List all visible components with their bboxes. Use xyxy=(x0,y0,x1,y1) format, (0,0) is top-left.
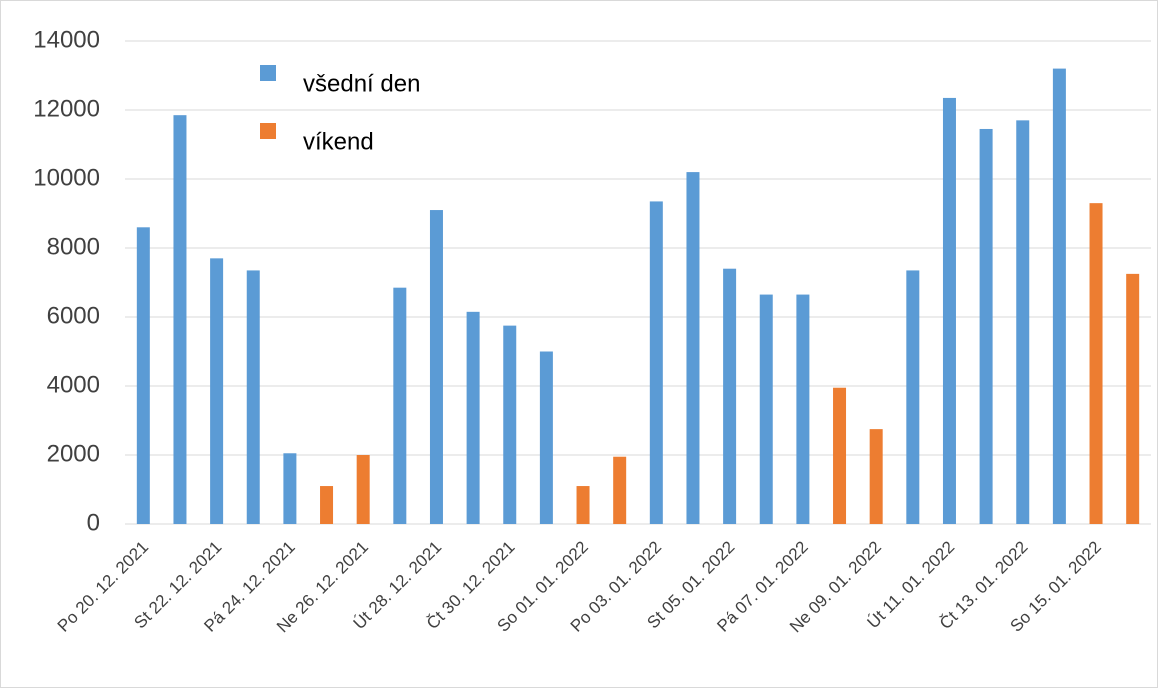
bar xyxy=(429,210,443,525)
y-tick-label: 10000 xyxy=(33,164,100,191)
bar xyxy=(686,172,700,524)
bar xyxy=(1126,273,1140,524)
y-tick-label: 8000 xyxy=(47,233,100,260)
bar xyxy=(759,294,773,524)
bar xyxy=(1016,120,1030,524)
bar xyxy=(173,115,187,525)
y-tick-label: 2000 xyxy=(47,440,100,467)
bar xyxy=(539,351,553,524)
bar xyxy=(283,453,297,524)
y-tick-label: 0 xyxy=(87,509,100,536)
bar xyxy=(723,268,737,524)
bar xyxy=(246,270,260,524)
bar xyxy=(136,227,150,525)
bar xyxy=(869,429,883,524)
bar xyxy=(356,455,370,524)
bar xyxy=(393,287,407,524)
legend-swatch xyxy=(260,65,276,81)
bar xyxy=(906,270,920,524)
y-tick-label: 6000 xyxy=(47,302,100,329)
bar xyxy=(466,311,480,524)
bar xyxy=(503,325,517,524)
bar xyxy=(613,456,627,524)
bar xyxy=(210,258,224,524)
bar xyxy=(1052,68,1066,524)
legend-label: všední den xyxy=(303,70,420,97)
bar xyxy=(796,294,810,524)
y-tick-label: 4000 xyxy=(47,371,100,398)
legend-label: víkend xyxy=(303,128,374,155)
bar xyxy=(979,128,993,524)
y-tick-label: 14000 xyxy=(33,26,100,53)
bar xyxy=(833,387,847,524)
bar xyxy=(1089,203,1103,524)
legend-swatch xyxy=(260,123,276,139)
bar xyxy=(320,486,334,524)
y-tick-label: 12000 xyxy=(33,95,100,122)
bar xyxy=(576,486,590,524)
bar xyxy=(649,201,663,525)
bar xyxy=(942,97,956,525)
